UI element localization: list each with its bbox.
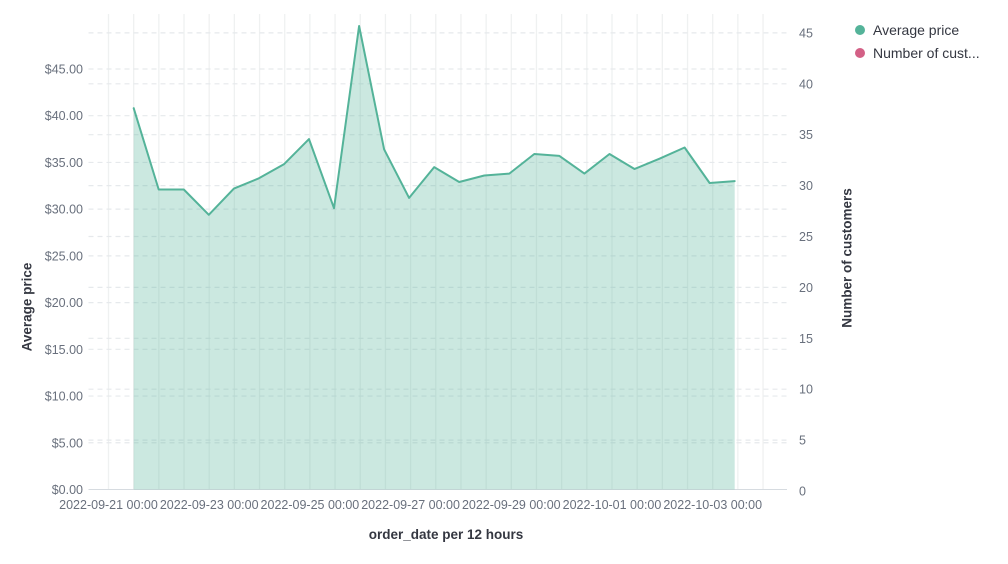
left-axis-tick-label: $30.00 bbox=[45, 203, 83, 217]
left-axis-tick-label: $45.00 bbox=[45, 62, 83, 76]
legend-item-average-price[interactable]: Average price bbox=[855, 22, 980, 38]
x-axis-tick-label: 2022-09-27 00:00 bbox=[361, 498, 460, 512]
x-axis-tick-label: 2022-09-25 00:00 bbox=[261, 498, 360, 512]
legend-label: Average price bbox=[873, 22, 960, 38]
right-axis-tick-label: 5 bbox=[799, 434, 806, 448]
right-axis-tick-label: 15 bbox=[799, 332, 813, 346]
left-axis-tick-label: $25.00 bbox=[45, 249, 83, 263]
left-axis-tick-label: $35.00 bbox=[45, 156, 83, 170]
legend-label: Number of cust... bbox=[873, 45, 980, 61]
right-axis-tick-label: 35 bbox=[799, 128, 813, 142]
average-price-area bbox=[133, 26, 735, 490]
right-axis-tick-label: 0 bbox=[799, 485, 806, 499]
legend-dot-icon bbox=[855, 25, 865, 35]
right-axis-title: Number of customers bbox=[839, 188, 855, 328]
right-axis-tick-label: 20 bbox=[799, 281, 813, 295]
right-axis-tick-label: 30 bbox=[799, 179, 813, 193]
legend: Average price Number of cust... bbox=[855, 22, 980, 61]
right-axis-tick-label: 10 bbox=[799, 383, 813, 397]
left-axis-tick-label: $10.00 bbox=[45, 390, 83, 404]
left-axis-tick-label: $15.00 bbox=[45, 343, 83, 357]
right-axis-tick-label: 40 bbox=[799, 77, 813, 91]
x-axis-tick-label: 2022-09-29 00:00 bbox=[462, 498, 561, 512]
x-axis-tick-label: 2022-09-23 00:00 bbox=[160, 498, 259, 512]
x-axis-title: order_date per 12 hours bbox=[368, 527, 524, 542]
left-axis-tick-label: $20.00 bbox=[45, 296, 83, 310]
legend-item-number-of-customers[interactable]: Number of cust... bbox=[855, 45, 980, 61]
legend-dot-icon bbox=[855, 48, 865, 58]
left-axis-tick-label: $5.00 bbox=[52, 436, 83, 450]
left-axis-title: Average price bbox=[19, 262, 35, 352]
average-price-line bbox=[132, 25, 736, 216]
left-axis-tick-label: $40.00 bbox=[45, 109, 83, 123]
x-axis-tick-label: 2022-10-01 00:00 bbox=[563, 498, 662, 512]
right-axis-tick-label: 25 bbox=[799, 230, 813, 244]
right-axis-tick-label: 45 bbox=[799, 26, 813, 40]
x-axis-tick-label: 2022-09-21 00:00 bbox=[59, 498, 158, 512]
left-axis-tick-label: $0.00 bbox=[52, 483, 83, 497]
x-axis-tick-label: 2022-10-03 00:00 bbox=[663, 498, 762, 512]
